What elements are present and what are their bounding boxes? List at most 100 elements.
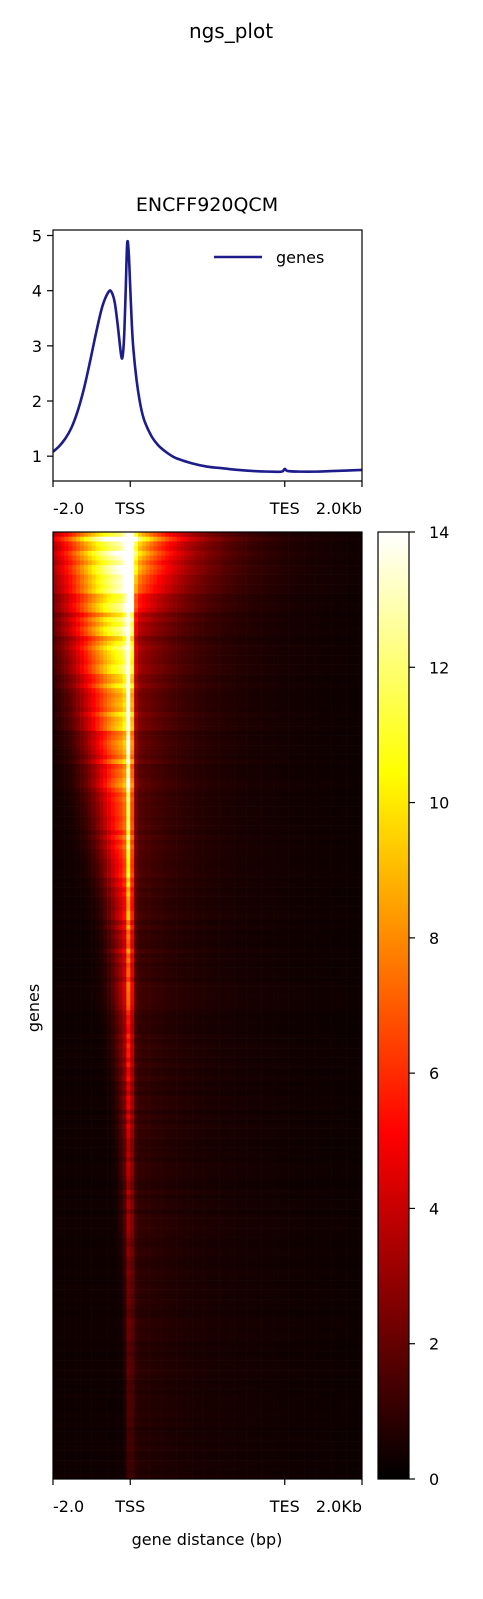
heatmap-cell: [223, 584, 227, 589]
heatmap-cell: [130, 665, 134, 670]
heatmap-cell: [327, 565, 331, 570]
heatmap-cell: [123, 712, 127, 717]
heatmap-cell: [219, 745, 223, 750]
heatmap-cell: [350, 788, 354, 793]
heatmap-cell: [95, 541, 99, 546]
heatmap-cell: [312, 740, 316, 745]
heatmap-cell: [196, 750, 200, 755]
heatmap-cell: [53, 679, 57, 684]
heatmap-cell: [316, 641, 320, 646]
heatmap-cell: [327, 537, 331, 542]
heatmap-cell: [246, 807, 250, 812]
heatmap-cell: [111, 560, 115, 565]
heatmap-cell: [123, 537, 127, 542]
heatmap-cell: [223, 783, 227, 788]
heatmap-cell: [215, 575, 219, 580]
heatmap-cell: [107, 816, 111, 821]
heatmap-cell: [192, 740, 196, 745]
heatmap-cell: [254, 726, 258, 731]
heatmap-cell: [188, 594, 192, 599]
heatmap-cell: [289, 598, 293, 603]
heatmap-cell: [80, 707, 84, 712]
heatmap-cell: [153, 584, 157, 589]
heatmap-cell: [296, 802, 300, 807]
heatmap-cell: [123, 788, 127, 793]
heatmap-cell: [157, 532, 161, 537]
heatmap-cell: [354, 688, 358, 693]
heatmap-cell: [169, 811, 173, 816]
heatmap-cell: [331, 792, 335, 797]
heatmap-cell: [65, 731, 69, 736]
heatmap-cell: [130, 655, 134, 660]
heatmap-cell: [339, 575, 343, 580]
heatmap-cell: [146, 617, 150, 622]
heatmap-cell: [123, 627, 127, 632]
heatmap-cell: [308, 575, 312, 580]
heatmap-cell: [57, 797, 61, 802]
heatmap-cell: [316, 707, 320, 712]
heatmap-cell: [115, 622, 119, 627]
heatmap-cell: [138, 665, 142, 670]
heatmap-cell: [277, 541, 281, 546]
heatmap-cell: [65, 764, 69, 769]
heatmap-cell: [277, 589, 281, 594]
heatmap-cell: [273, 764, 277, 769]
heatmap-cell: [192, 598, 196, 603]
heatmap-cell: [53, 750, 57, 755]
heatmap-cell: [153, 726, 157, 731]
heatmap-cell: [53, 622, 57, 627]
heatmap-cell: [107, 598, 111, 603]
heatmap-cell: [204, 598, 208, 603]
heatmap-cell: [308, 740, 312, 745]
heatmap-cell: [99, 579, 103, 584]
heatmap-cell: [130, 650, 134, 655]
heatmap-cell: [269, 773, 273, 778]
heatmap-cell: [262, 641, 266, 646]
heatmap-cell: [123, 764, 127, 769]
heatmap-cell: [80, 674, 84, 679]
heatmap-cell: [262, 807, 266, 812]
heatmap-cell: [289, 712, 293, 717]
heatmap-cell: [304, 551, 308, 556]
heatmap-cell: [354, 598, 358, 603]
heatmap-cell: [161, 537, 165, 542]
heatmap-cell: [180, 721, 184, 726]
heatmap-cell: [161, 556, 165, 561]
heatmap-cell: [80, 684, 84, 689]
heatmap-cell: [231, 797, 235, 802]
heatmap-cell: [76, 532, 80, 537]
heatmap-cell: [169, 565, 173, 570]
heatmap-cell: [292, 589, 296, 594]
heatmap-cell: [238, 721, 242, 726]
heatmap-cell: [173, 541, 177, 546]
heatmap-cell: [68, 788, 72, 793]
heatmap-cell: [231, 811, 235, 816]
heatmap-cell: [157, 769, 161, 774]
heatmap-cell: [138, 655, 142, 660]
heatmap-cell: [126, 631, 130, 636]
heatmap-cell: [76, 598, 80, 603]
heatmap-cell: [161, 717, 165, 722]
heatmap-cell: [99, 622, 103, 627]
heatmap-cell: [123, 655, 127, 660]
heatmap-cell: [208, 707, 212, 712]
heatmap-cell: [304, 641, 308, 646]
heatmap-cell: [103, 679, 107, 684]
heatmap-cell: [184, 641, 188, 646]
heatmap-cell: [292, 688, 296, 693]
heatmap-cell: [115, 575, 119, 580]
heatmap-cell: [304, 721, 308, 726]
heatmap-cell: [250, 769, 254, 774]
heatmap-cell: [289, 679, 293, 684]
heatmap-cell: [350, 702, 354, 707]
heatmap-cell: [223, 551, 227, 556]
heatmap-cell: [57, 773, 61, 778]
heatmap-cell: [204, 712, 208, 717]
heatmap-cell: [153, 684, 157, 689]
heatmap-cell: [231, 584, 235, 589]
heatmap-cell: [339, 731, 343, 736]
heatmap-cell: [350, 579, 354, 584]
heatmap-cell: [273, 773, 277, 778]
heatmap-cell: [184, 584, 188, 589]
heatmap-cell: [138, 613, 142, 618]
